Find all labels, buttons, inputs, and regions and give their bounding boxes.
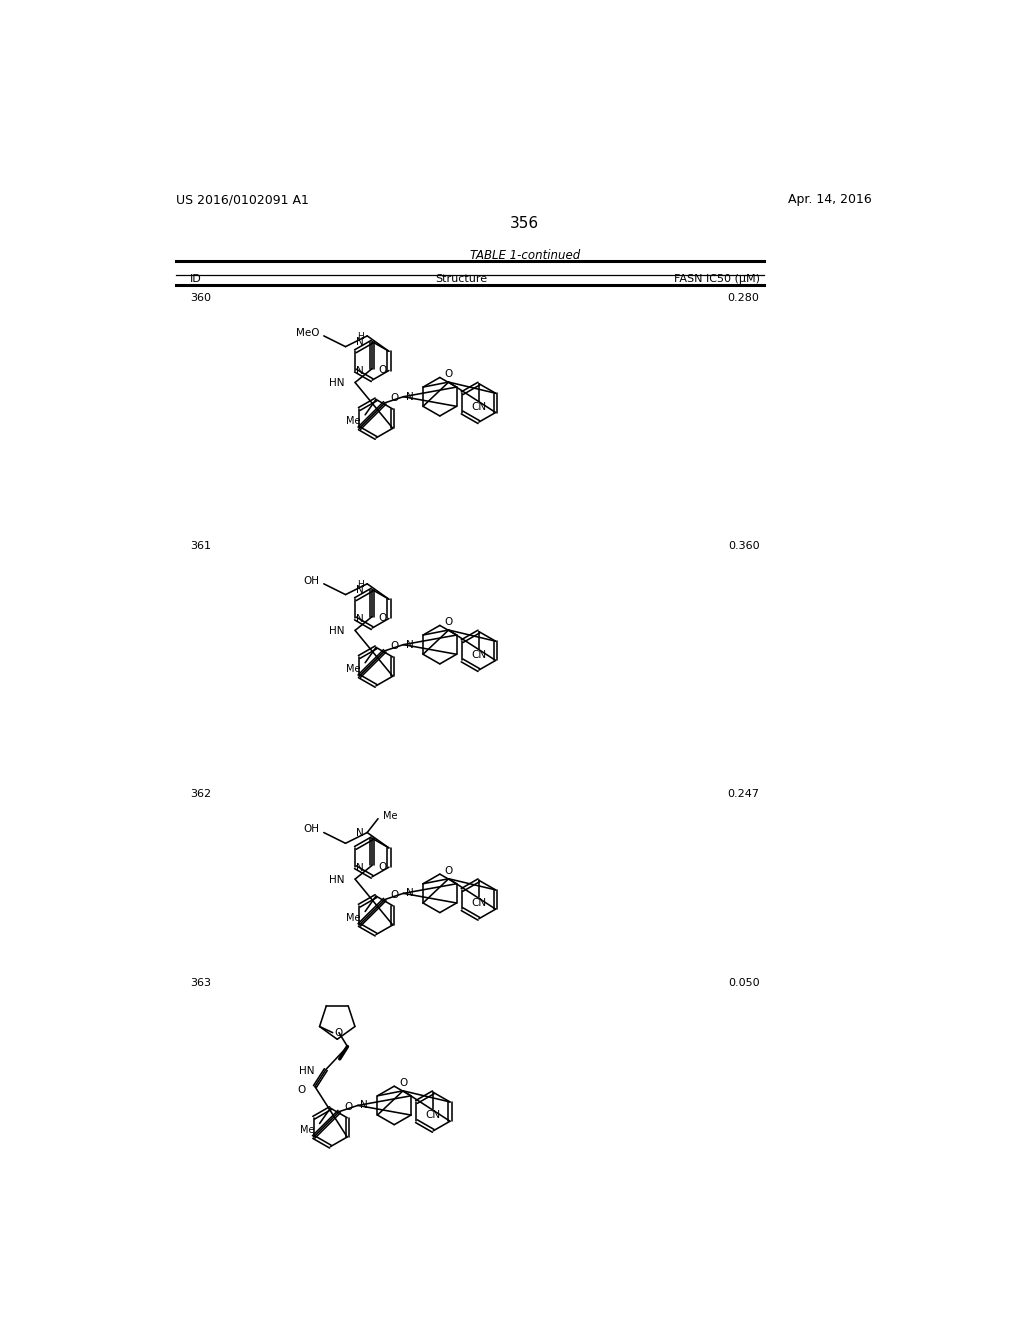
Text: 0.247: 0.247 — [728, 789, 760, 800]
Text: N: N — [406, 392, 414, 401]
Text: N: N — [356, 367, 364, 376]
Text: TABLE 1-continued: TABLE 1-continued — [470, 249, 580, 263]
Text: 363: 363 — [190, 978, 211, 989]
Text: HN: HN — [299, 1067, 315, 1076]
Text: O: O — [379, 612, 387, 623]
Text: H: H — [357, 333, 365, 341]
Text: MeO: MeO — [296, 327, 319, 338]
Text: HN: HN — [329, 626, 344, 636]
Text: 360: 360 — [190, 293, 211, 302]
Text: N: N — [406, 640, 414, 649]
Text: O: O — [344, 1102, 352, 1111]
Text: 0.280: 0.280 — [728, 293, 760, 302]
Text: Me: Me — [383, 810, 397, 821]
Text: US 2016/0102091 A1: US 2016/0102091 A1 — [176, 193, 309, 206]
Text: Me: Me — [346, 912, 360, 923]
Text: N: N — [356, 829, 365, 838]
Text: Me: Me — [346, 664, 360, 675]
Text: FASN IC50 (μM): FASN IC50 (μM) — [674, 275, 760, 284]
Text: Structure: Structure — [435, 275, 487, 284]
Text: H: H — [357, 579, 365, 589]
Text: Apr. 14, 2016: Apr. 14, 2016 — [788, 193, 872, 206]
Text: 361: 361 — [190, 541, 211, 550]
Text: N: N — [356, 585, 365, 595]
Text: 0.050: 0.050 — [728, 978, 760, 989]
Text: O: O — [444, 618, 453, 627]
Text: N: N — [356, 337, 365, 347]
Text: O: O — [297, 1085, 305, 1094]
Text: OH: OH — [303, 825, 319, 834]
Text: O: O — [390, 393, 398, 403]
Text: N: N — [406, 888, 414, 899]
Text: OH: OH — [303, 576, 319, 586]
Text: O: O — [444, 370, 453, 379]
Text: HN: HN — [329, 379, 344, 388]
Text: O: O — [379, 862, 387, 871]
Text: CN: CN — [471, 401, 486, 412]
Text: CN: CN — [471, 649, 486, 660]
Text: O: O — [379, 366, 387, 375]
Text: HN: HN — [329, 875, 344, 884]
Text: N: N — [356, 863, 364, 873]
Text: 0.360: 0.360 — [728, 541, 760, 550]
Text: O: O — [334, 1028, 343, 1038]
Text: O: O — [390, 890, 398, 900]
Text: 362: 362 — [190, 789, 211, 800]
Text: O: O — [390, 642, 398, 651]
Text: O: O — [399, 1078, 408, 1088]
Text: CN: CN — [426, 1110, 440, 1121]
Text: Me: Me — [346, 416, 360, 426]
Text: ID: ID — [190, 275, 202, 284]
Text: CN: CN — [471, 899, 486, 908]
Text: 356: 356 — [510, 216, 540, 231]
Text: N: N — [360, 1101, 368, 1110]
Text: N: N — [356, 614, 364, 624]
Text: Me: Me — [300, 1125, 315, 1135]
Text: O: O — [444, 866, 453, 876]
